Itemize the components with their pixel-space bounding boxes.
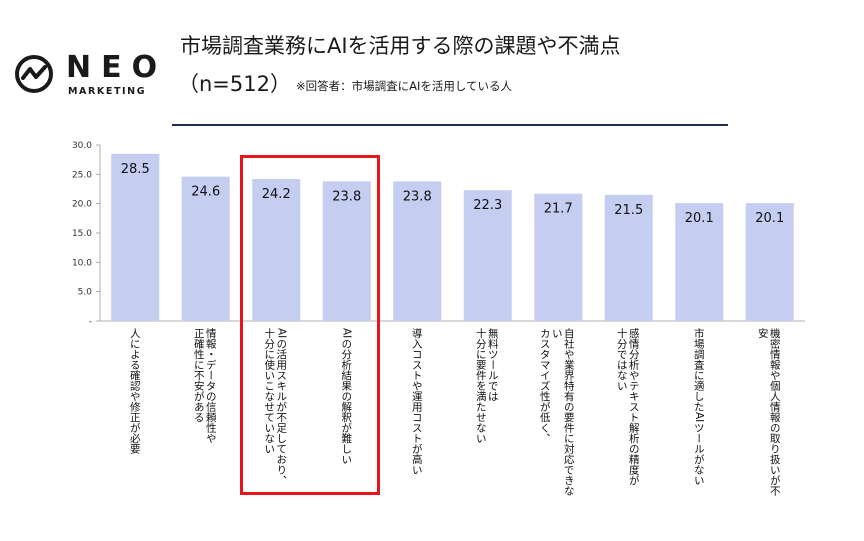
neo-logo-icon: [15, 55, 53, 93]
highlight-box: [240, 155, 380, 495]
category-label: 感情分析やテキスト解析の精度が 十分ではない: [615, 328, 640, 486]
title-divider: [172, 124, 728, 126]
bar: [745, 203, 794, 321]
y-tick-label: 25.0: [72, 170, 92, 180]
respondent-note: ※回答者：市場調査にAIを活用している人: [296, 79, 513, 93]
bar-value-label: 20.1: [685, 211, 714, 226]
y-tick-label: 5.0: [78, 288, 93, 298]
bar-value-label: 24.2: [262, 187, 291, 202]
category-label: AIの活用スキルが不足しており、 十分に使いこなせていない: [263, 328, 288, 486]
bar: [675, 203, 724, 321]
y-tick-label: -: [89, 317, 92, 327]
bar: [111, 153, 160, 321]
brand-name: NEO: [66, 50, 168, 85]
category-label: 情報・データの信頼性や 正確性に不安がある: [192, 328, 217, 444]
category-label: AIの分析結果の解釈が難しい: [340, 328, 353, 465]
bar-value-label: 23.8: [332, 189, 361, 204]
bar: [252, 179, 301, 321]
bar-value-label: 28.5: [121, 162, 150, 177]
sample-size: （n=512）: [178, 72, 291, 96]
brand-sub: MARKETING: [68, 86, 147, 97]
bar-value-label: 21.5: [614, 203, 643, 218]
brand-logo: NEO MARKETING: [14, 52, 164, 102]
bar-value-label: 20.1: [755, 211, 784, 226]
y-tick-label: 20.0: [72, 200, 92, 210]
chart-title: 市場調査業務にAIを活用する際の課題や不満点: [180, 34, 621, 58]
bar-value-label: 21.7: [544, 202, 573, 217]
category-label: 機密情報や個人情報の取り扱いが不 安: [756, 328, 781, 496]
bar: [534, 193, 583, 321]
bar: [322, 181, 371, 321]
bar: [463, 190, 512, 321]
bar-value-label: 24.6: [191, 185, 220, 200]
category-label: 市場調査に適したAIツールがない: [692, 328, 705, 486]
bar: [604, 194, 653, 321]
bar: [393, 181, 442, 321]
y-tick-label: 15.0: [72, 229, 92, 239]
y-tick-label: 10.0: [72, 258, 92, 268]
bar-value-label: 23.8: [403, 189, 432, 204]
category-label: 無料ツールでは 十分に要件を満たせない: [474, 328, 499, 444]
category-label: 自社や業界特有の要件に対応できな い カスタマイズ性が低く、: [538, 328, 575, 496]
category-label: 人による確認や修正が必要: [128, 328, 141, 454]
bar-value-label: 22.3: [473, 198, 502, 213]
y-tick-label: 30.0: [72, 141, 92, 151]
category-label: 導入コストや運用コストが高い: [410, 328, 423, 475]
bar: [181, 176, 230, 321]
